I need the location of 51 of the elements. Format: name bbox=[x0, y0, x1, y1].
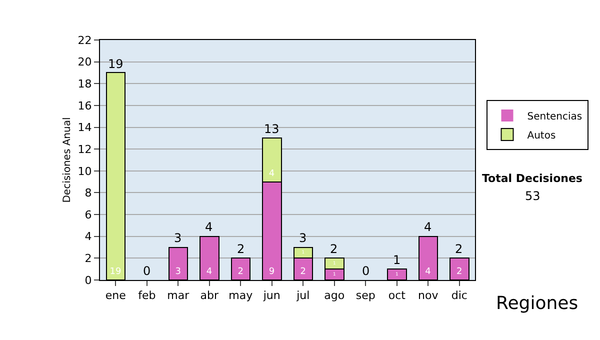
data-label: 2 bbox=[238, 267, 244, 277]
total-label: 0 bbox=[362, 264, 370, 278]
data-label: 2 bbox=[300, 267, 306, 277]
x-tick-label: jul bbox=[296, 289, 310, 302]
x-tick-label: ene bbox=[105, 289, 126, 302]
text: Total Decisiones bbox=[482, 172, 583, 185]
data-label: 4 bbox=[206, 267, 212, 277]
x-tick-label: sep bbox=[356, 289, 376, 302]
x-tick-label: feb bbox=[138, 289, 156, 302]
y-tick-label: 20 bbox=[78, 56, 92, 69]
text: 53 bbox=[525, 189, 540, 203]
x-tick-label: nov bbox=[418, 289, 439, 302]
x-tick-label: mar bbox=[167, 289, 190, 302]
total-label: 2 bbox=[455, 242, 463, 256]
data-label: 2 bbox=[456, 267, 462, 277]
y-tick-label: 12 bbox=[78, 142, 92, 156]
y-tick-label: 2 bbox=[84, 252, 92, 266]
data-label: 4 bbox=[268, 168, 275, 179]
y-tick-label: 10 bbox=[78, 164, 92, 178]
total-label: 3 bbox=[299, 231, 307, 245]
y-tick-label: 0 bbox=[84, 274, 92, 287]
data-label: 19 bbox=[110, 267, 122, 277]
y-tick-label: 6 bbox=[84, 208, 92, 222]
total-label: 19 bbox=[108, 57, 124, 71]
legend-label: Autos bbox=[527, 130, 556, 142]
y-tick-label: 4 bbox=[84, 230, 92, 244]
total-label: 4 bbox=[424, 220, 432, 234]
x-tick-label: jun bbox=[262, 289, 280, 302]
total-label: 1 bbox=[393, 253, 401, 267]
total-label: 13 bbox=[264, 122, 280, 136]
y-tick-label: 22 bbox=[78, 34, 92, 47]
y-tick-label: 18 bbox=[78, 77, 92, 90]
x-tick-label: oct bbox=[388, 289, 406, 302]
total-label: 2 bbox=[330, 242, 338, 256]
total-label: 3 bbox=[174, 231, 182, 245]
x-tick-label: may bbox=[228, 289, 254, 302]
data-label: 4 bbox=[425, 267, 432, 277]
y-tick-label: 16 bbox=[78, 99, 92, 112]
y-axis-title: Decisiones Anual bbox=[62, 117, 73, 203]
total-label: 4 bbox=[205, 220, 213, 234]
total-label: 0 bbox=[143, 264, 151, 278]
x-tick-label: abr bbox=[200, 289, 219, 302]
y-tick-label: 8 bbox=[84, 186, 92, 200]
data-label: 9 bbox=[268, 267, 275, 277]
data-label: 3 bbox=[175, 267, 181, 277]
x-tick-label: dic bbox=[451, 289, 468, 302]
text: Regiones bbox=[496, 293, 578, 314]
y-tick-label: 14 bbox=[78, 121, 92, 134]
total-label: 2 bbox=[237, 242, 245, 256]
x-tick-label: ago bbox=[324, 289, 345, 302]
legend-label: Sentencias bbox=[527, 111, 582, 122]
